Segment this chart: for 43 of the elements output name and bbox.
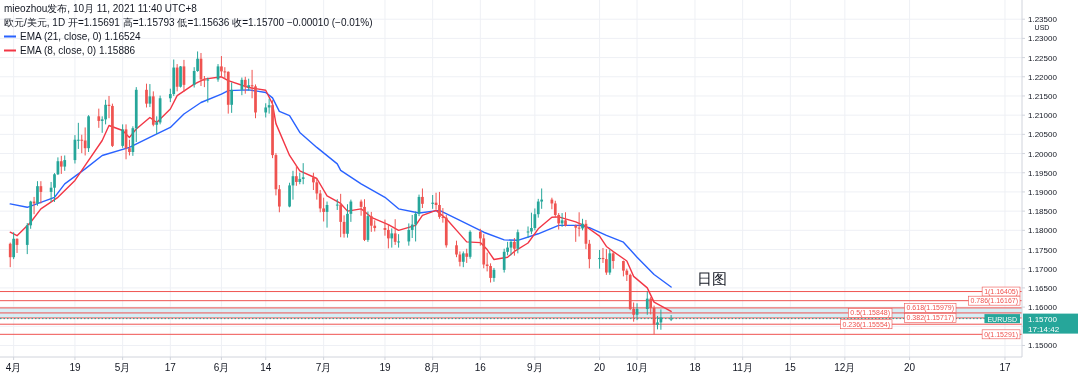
y-tick-label: 1.23000 [1028,34,1058,44]
x-tick-label: 16 [474,362,487,373]
y-tick-label: 1.19000 [1028,187,1058,197]
ref-line-label: 1.15700 [1028,314,1058,324]
legend-label: EMA (21, close, 0) 1.16524 [20,31,142,42]
y-tick-label: 1.17500 [1028,245,1058,255]
y-tick-label: 1.22000 [1028,72,1058,82]
y-tick-label: 1.22500 [1028,53,1058,63]
y-tick-label: 1.16000 [1028,303,1058,313]
y-tick-label: 1.17000 [1028,264,1058,274]
y-tick-label: 1.19500 [1028,168,1058,178]
annotation: 日图 [697,270,727,287]
y-tick-label: 1.20000 [1028,149,1058,159]
y-tick-label: 1.18500 [1028,207,1058,217]
y-tick-label: 1.16500 [1028,283,1058,293]
x-tick-label: 10月 [626,362,648,373]
chart-title: mieozhou发布, 10月 11, 2021 11:40 UTC+8 [4,3,198,14]
x-tick-label: 6月 [213,362,230,373]
x-tick-label: 7月 [315,362,332,373]
x-tick-label: 5月 [114,362,131,373]
x-tick-label: 9月 [527,362,543,373]
text: 17:14:42 [1028,324,1060,334]
x-tick-label: 19 [379,362,391,373]
legend-label: EMA (8, close, 0) 1.15886 [20,45,136,56]
x-tick-label: 20 [594,362,606,373]
y-tick-label: 1.21000 [1028,111,1058,121]
x-tick-label: 11月 [732,362,753,373]
y-tick-label: 1.18000 [1028,226,1058,236]
x-tick-label: 19 [69,362,81,373]
x-tick-label: 17 [164,362,177,373]
x-tick-label: 8月 [424,362,441,373]
x-tick-label: 18 [689,362,701,373]
x-tick-label: 15 [784,362,797,373]
x-tick-label: 14 [260,362,272,373]
y-tick-label: 1.15000 [1028,341,1058,351]
x-tick-label: 4月 [5,362,22,373]
y-tick-label: 1.20500 [1028,130,1058,140]
y-tick-label: 1.23500 [1028,15,1058,25]
x-tick-label: 20 [904,362,916,373]
y-tick-label: 1.21500 [1028,91,1058,101]
text: 欧元/美元, 1D 开=1.15691 高=1.15793 低=1.15636 收=1.15700 −0.00010 (−0.01%) [4,17,373,28]
x-tick-label: 17 [999,362,1011,373]
x-tick-label: 12月 [834,362,856,373]
